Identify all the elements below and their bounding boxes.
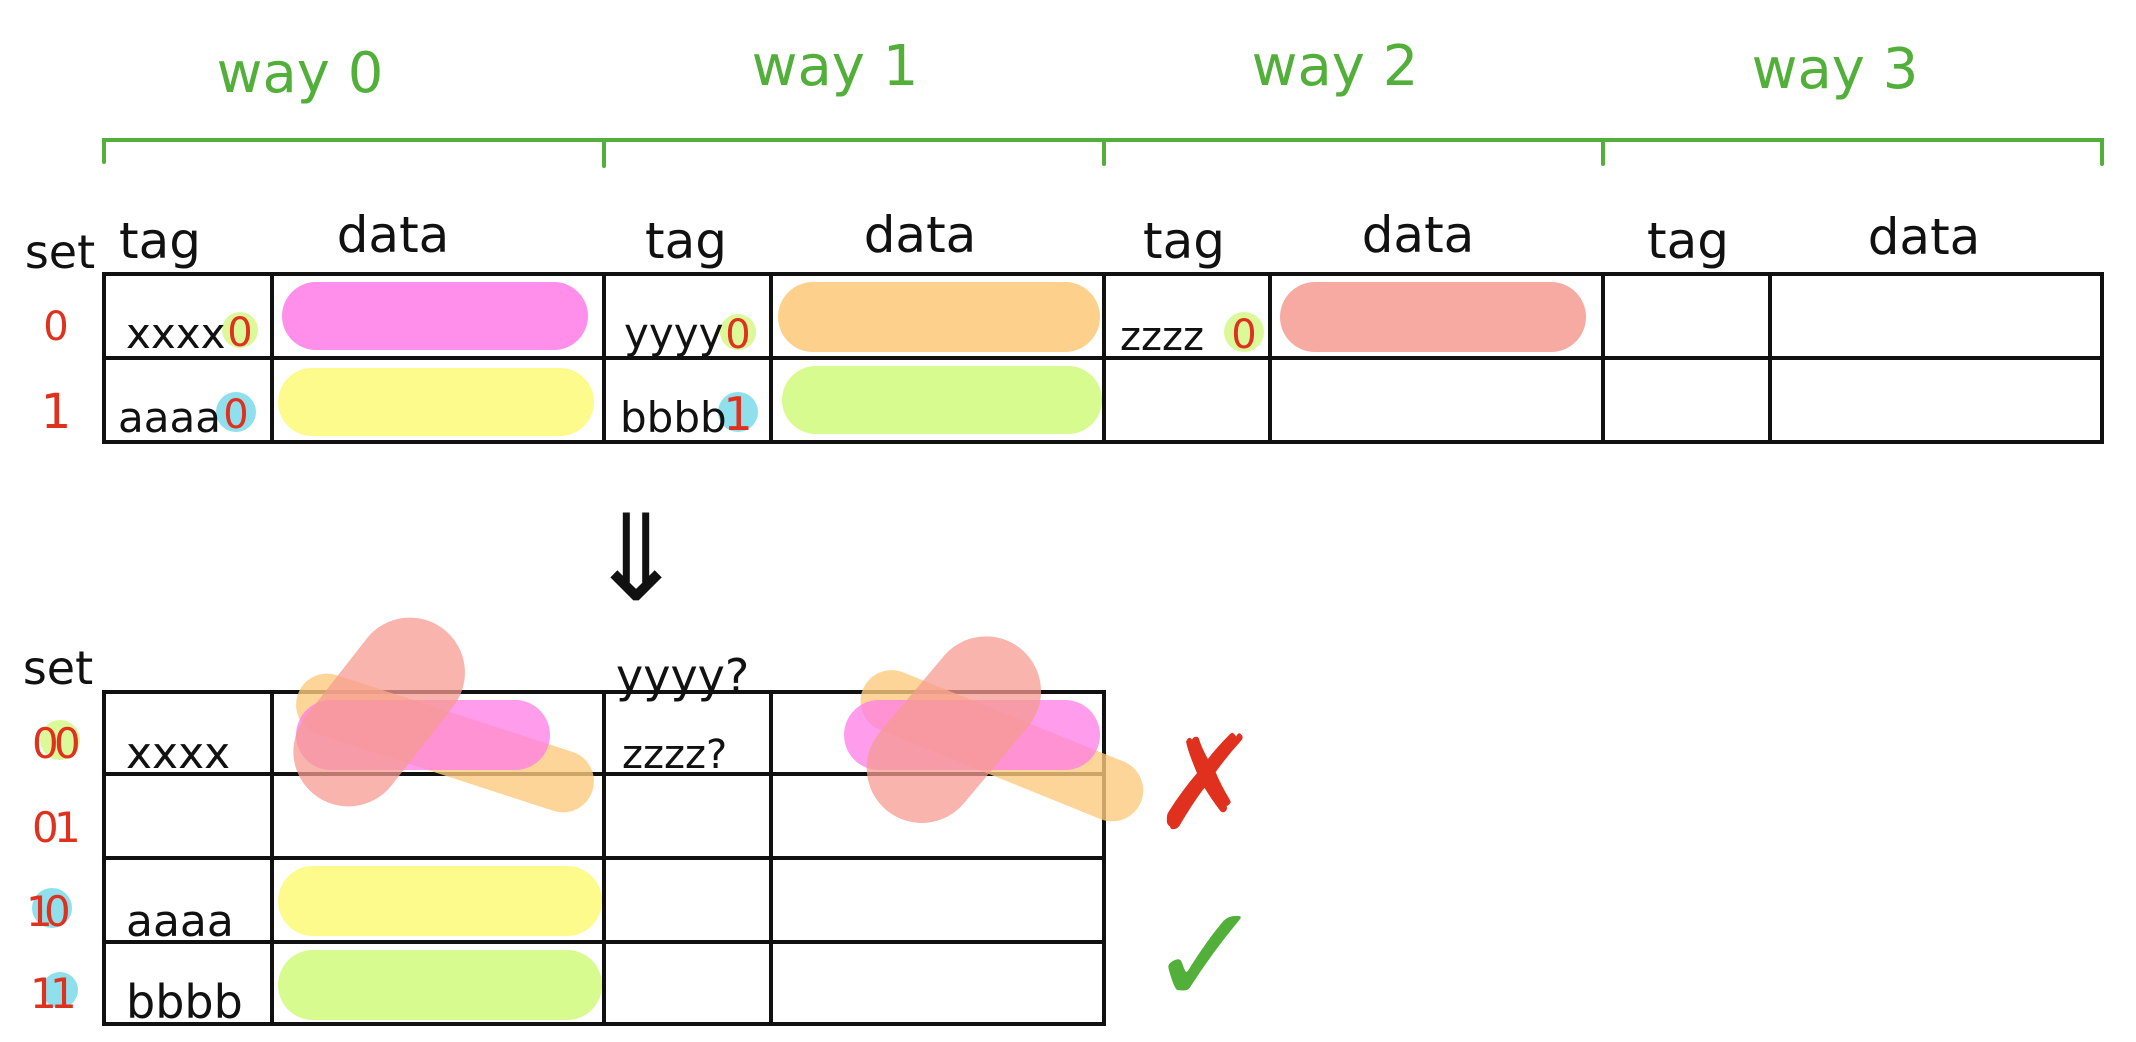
bottom-set-index-3-hi: 1 (30, 969, 57, 1018)
way-2-label: way 2 (1252, 34, 1419, 99)
highlight-way2-set0 (1280, 282, 1586, 352)
tag-label-way1: tag (645, 212, 727, 270)
conflict-tag-yyyy: yyyy? (616, 649, 749, 703)
data-label-way1: data (864, 206, 977, 264)
bottom-set-index-0-lo: 0 (54, 719, 81, 768)
way2-index-set0: 0 (1231, 312, 1256, 358)
highlight-way1-set0 (778, 282, 1100, 352)
top-data-highlights (216, 282, 1586, 436)
bottom-data-highlights (32, 720, 602, 1020)
index-dot-bottom-10 (32, 888, 72, 928)
conflict-blobs-way1 (844, 636, 1144, 823)
down-arrow: ⇓ (586, 490, 687, 629)
bottom-tag-bbbb: bbbb (126, 975, 243, 1029)
way-0-label: way 0 (217, 41, 384, 106)
highlight-way0-set0 (282, 282, 588, 350)
index-dot-bottom-00 (40, 720, 80, 760)
bottom-set-index-0-hi: 0 (32, 719, 59, 768)
bottom-set-index-2-lo: 0 (44, 887, 71, 936)
conflict-blob-salmon-way1 (866, 636, 1041, 823)
index-dot-way1-set1 (718, 392, 758, 432)
index-dot-way2-set0 (1224, 312, 1264, 352)
way-headers: way 0 way 1 way 2 way 3 (102, 34, 2104, 168)
wrong-mark-icon: ✗ (1152, 707, 1261, 859)
set-label-bottom: set (23, 641, 93, 695)
top-table-content: 0 1 xxxx 0 aaaa 0 yyyy 0 bbbb 1 zzzz 0 (41, 304, 1257, 442)
index-dot-bottom-11 (42, 972, 78, 1008)
highlight-way1-set1 (782, 366, 1102, 434)
data-label-way2: data (1362, 206, 1475, 264)
bottom-set-index-2-hi: 1 (26, 887, 53, 936)
data-label-way3: data (1868, 208, 1981, 266)
data-label-way0: data (337, 206, 450, 264)
bottom-set-index-3-lo: 1 (50, 969, 77, 1018)
way2-tag-set0: zzzz (1120, 314, 1204, 360)
way1-index-set0: 0 (725, 312, 750, 358)
conflict-blobs-way0 (293, 617, 594, 813)
way0-tag-set1: aaaa (118, 393, 221, 442)
top-set-index-1: 1 (41, 384, 72, 440)
way-1-label: way 1 (752, 34, 919, 99)
way0-tag-set0: xxxx (126, 309, 225, 358)
index-dot-way0-set0 (222, 312, 258, 348)
way0-index-set1: 0 (223, 392, 248, 438)
top-column-labels: set tag data tag data tag data tag data (25, 206, 1980, 279)
set-label-top: set (25, 225, 95, 279)
tag-label-way3: tag (1647, 212, 1729, 270)
conflict-blob-salmon-way0 (293, 617, 465, 807)
highlight-bottom-aaaa (278, 866, 602, 936)
way-3-label: way 3 (1752, 37, 1919, 102)
index-dot-way1-set0 (720, 314, 756, 350)
bottom-set-index-1-hi: 0 (32, 803, 59, 852)
conflict-tag-zzzz: zzzz? (622, 732, 727, 778)
bottom-tag-aaaa: aaaa (126, 896, 234, 947)
tag-label-way2: tag (1143, 212, 1225, 270)
highlight-bottom-bbbb (278, 950, 602, 1020)
bottom-tag-xxxx: xxxx (126, 728, 230, 779)
top-table-grid (102, 272, 2104, 444)
index-dot-way0-set1 (216, 392, 256, 432)
way1-index-set1: 1 (723, 387, 752, 441)
top-set-index-0: 0 (43, 304, 68, 350)
way1-tag-set1: bbbb (620, 393, 727, 442)
way1-tag-set0: yyyy (624, 309, 723, 358)
way0-index-set0: 0 (227, 310, 252, 356)
bottom-set-index-1-lo: 1 (54, 803, 81, 852)
bottom-table-content: 0 0 0 1 1 0 1 1 xxxx aaaa bbbb yyyy? zzz… (26, 649, 749, 1029)
right-mark-icon: ✓ (1147, 875, 1264, 1038)
tag-label-way0: tag (119, 212, 201, 270)
highlight-way0-set1 (278, 368, 594, 436)
